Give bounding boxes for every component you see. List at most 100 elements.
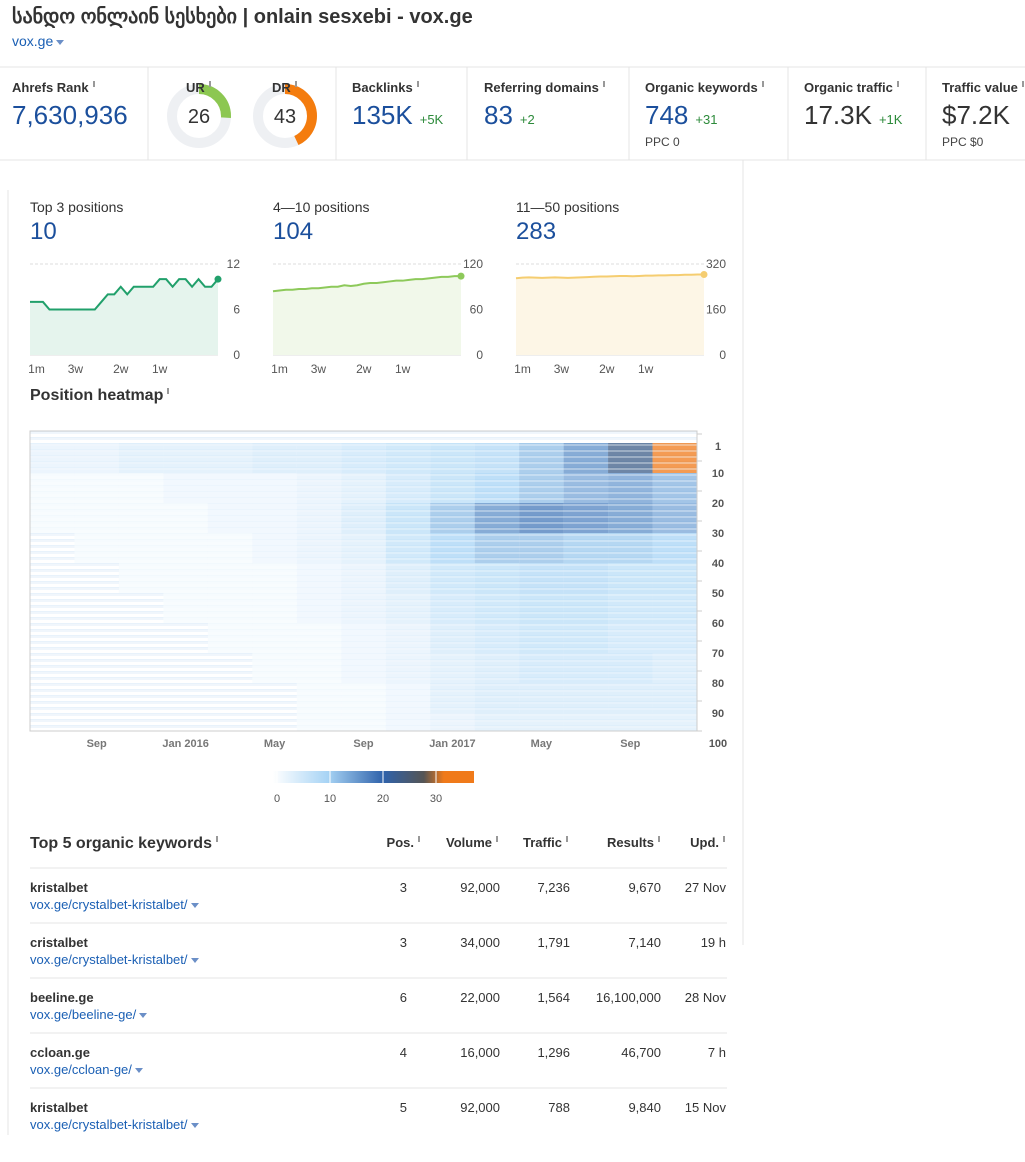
cell: 92,000	[460, 880, 500, 895]
column-header-text: Results	[607, 835, 654, 850]
y-tick-label: 1	[715, 441, 721, 453]
heat-cell	[385, 653, 431, 683]
column-header: Traffic	[523, 835, 568, 850]
heat-cell	[474, 653, 520, 683]
gauge-label-text: UR	[186, 80, 205, 95]
stripe-overlay	[30, 534, 697, 536]
heatmap-title-text: Position heatmap	[30, 387, 164, 404]
heat-cell	[430, 593, 475, 623]
x-tick-label: 1m	[514, 362, 531, 376]
card-value: 10	[30, 218, 57, 245]
stripe-overlay	[30, 564, 697, 566]
y-tick-label: 320	[706, 257, 726, 271]
metric-value: $7.2K	[942, 100, 1010, 131]
legend-bar	[273, 771, 474, 783]
x-tick-label: 1m	[271, 362, 288, 376]
heat-cell	[474, 563, 520, 593]
heat-cell	[519, 563, 564, 593]
heat-cell	[563, 683, 609, 713]
end-dot	[214, 275, 222, 283]
cell: 16,100,000	[595, 990, 661, 1005]
cell: 27 Nov	[684, 880, 726, 895]
heat-cell	[296, 473, 342, 503]
heat-cell	[563, 593, 609, 623]
cell: 19 h	[700, 935, 726, 950]
y-tick-label: 90	[712, 708, 724, 720]
heat-cell	[430, 443, 475, 473]
heat-cell	[652, 473, 697, 503]
info-icon	[92, 81, 95, 87]
heat-cell	[608, 593, 653, 623]
heat-cell	[118, 563, 164, 593]
dropdown	[190, 903, 199, 909]
metric-label: Traffic value	[942, 80, 1024, 95]
dropdown	[190, 958, 199, 964]
heat-cell	[252, 533, 297, 563]
heat-cell	[430, 533, 475, 563]
cell: 788	[548, 1100, 570, 1115]
stripe-overlay	[30, 528, 697, 530]
heat-cell	[430, 653, 475, 683]
y-tick-label: 60	[470, 303, 484, 317]
table-title-text: Top 5 organic keywords	[30, 835, 212, 852]
x-tick-label: May	[531, 738, 553, 750]
stripe-overlay	[30, 702, 697, 704]
stripe-overlay	[30, 498, 697, 500]
heat-cell	[652, 713, 697, 731]
heat-cell	[296, 563, 342, 593]
heat-cell	[563, 473, 609, 503]
heat-cell	[519, 443, 564, 473]
domain-text: vox.ge	[12, 33, 54, 49]
metric-label: Referring domains	[484, 80, 605, 95]
heat-cell	[252, 653, 297, 683]
metric-value: 7,630,936	[12, 100, 128, 131]
info-icon	[167, 388, 170, 394]
keyword-url: vox.ge/crystalbet-kristalbet/	[30, 1117, 199, 1132]
heat-cell	[608, 563, 653, 593]
legend-label: 20	[377, 793, 389, 805]
metric-label-text: Backlinks	[352, 80, 413, 95]
stripe-overlay	[30, 666, 697, 668]
heat-cell	[118, 503, 164, 533]
cell: 9,840	[628, 1100, 661, 1115]
url-text: vox.ge/crystalbet-kristalbet/	[30, 952, 188, 967]
stripe-overlay	[30, 654, 697, 656]
stripe-overlay	[30, 450, 697, 452]
heat-cell	[430, 713, 475, 731]
dropdown	[190, 1123, 199, 1129]
stripe-overlay	[30, 432, 697, 434]
cell: 1,791	[537, 935, 570, 950]
page-title: სანდო ონლაინ სესხები | onlain sesxebi - …	[12, 6, 473, 28]
heat-cell	[385, 623, 431, 653]
metric-value-text: 17.3K	[804, 100, 872, 130]
cell: 28 Nov	[684, 990, 726, 1005]
gauge-label-text: DR	[272, 80, 291, 95]
metric-change: +2	[519, 112, 535, 127]
x-tick-label: Sep	[87, 738, 107, 750]
stripe-overlay	[30, 558, 697, 560]
stripe-overlay	[30, 438, 697, 440]
heat-cell	[74, 443, 119, 473]
heat-cell	[296, 683, 342, 713]
heat-cell	[296, 713, 342, 731]
x-tick-label: 1w	[638, 362, 654, 376]
table-title: Top 5 organic keywords	[30, 835, 218, 853]
stripe-overlay	[30, 540, 697, 542]
y-tick-label: 0	[476, 348, 483, 362]
heat-cell	[474, 473, 520, 503]
heat-cell	[608, 653, 653, 683]
heat-cell	[30, 473, 75, 503]
column-header: Volume	[446, 835, 498, 850]
heat-cell	[207, 563, 253, 593]
heat-cell	[341, 503, 386, 533]
x-tick-label: 3w	[68, 362, 84, 376]
area	[30, 279, 218, 355]
heat-cell	[385, 533, 431, 563]
heat-cell	[296, 503, 342, 533]
heat-cell	[652, 653, 697, 683]
x-tick-label: Sep	[353, 738, 373, 750]
heat-cell	[519, 623, 564, 653]
heat-cell	[163, 503, 208, 533]
heat-cell	[608, 623, 653, 653]
